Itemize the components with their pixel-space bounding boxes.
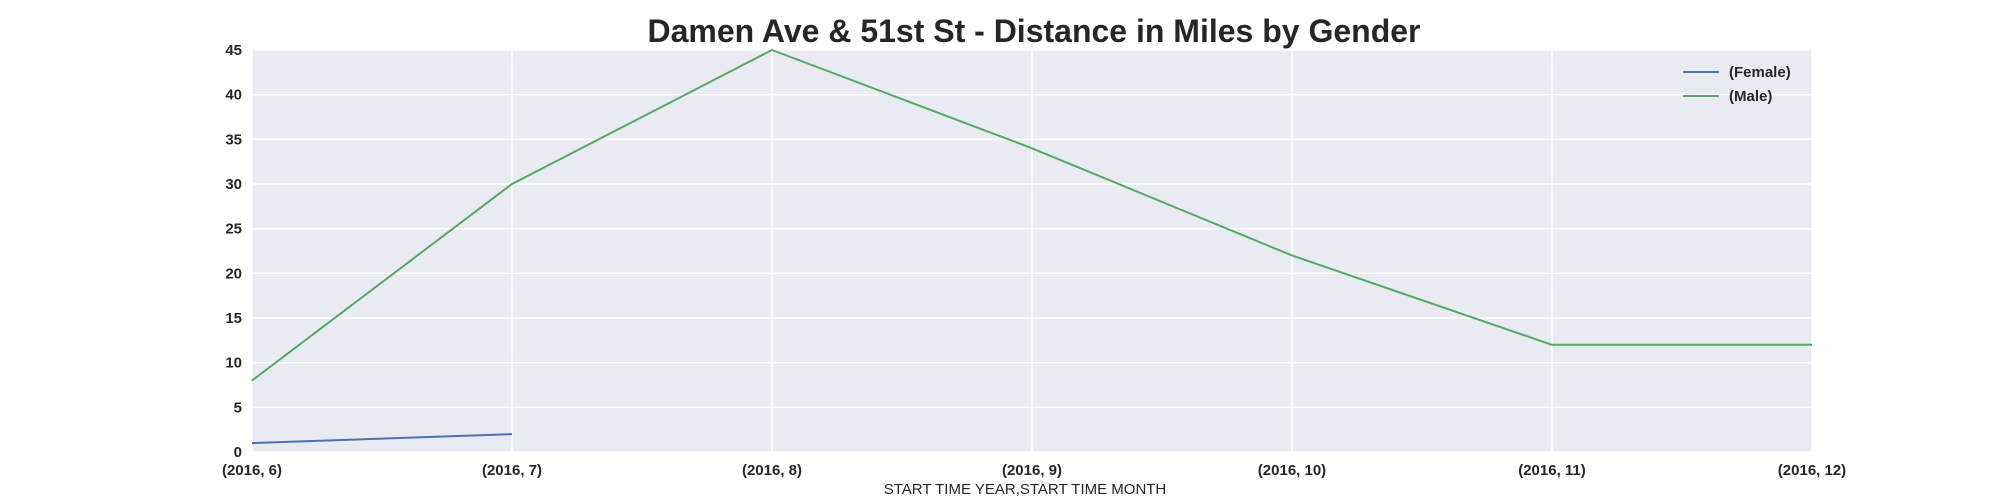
x-axis-label: START TIME YEAR,START TIME MONTH: [884, 481, 1167, 498]
y-tick-label: 25: [225, 221, 242, 238]
y-tick-label: 20: [225, 265, 242, 282]
y-tick-label: 30: [225, 176, 242, 193]
chart-title: Damen Ave & 51st St - Distance in Miles …: [648, 13, 1421, 49]
x-tick-label: (2016, 8): [742, 462, 802, 479]
x-tick-label: (2016, 9): [1002, 462, 1062, 479]
series-line-male: [251, 49, 1812, 382]
y-tick-label: 45: [225, 42, 242, 59]
x-tick-label: (2016, 6): [222, 462, 282, 479]
y-tick-label: 10: [225, 355, 242, 372]
y-tick-label: 0: [234, 444, 242, 461]
y-tick-label: 40: [225, 87, 242, 104]
y-tick-label: 35: [225, 131, 242, 148]
x-tick-label: (2016, 12): [1778, 462, 1846, 479]
x-tick-label: (2016, 10): [1258, 462, 1326, 479]
y-tick-label: 15: [225, 310, 242, 327]
x-tick-label: (2016, 11): [1518, 462, 1586, 479]
x-tick-label: (2016, 7): [482, 462, 542, 479]
legend-label-female: (Female): [1729, 64, 1791, 81]
series-line-female: [251, 433, 513, 445]
y-tick-label: 5: [234, 399, 242, 416]
legend-label-male: (Male): [1729, 88, 1772, 105]
